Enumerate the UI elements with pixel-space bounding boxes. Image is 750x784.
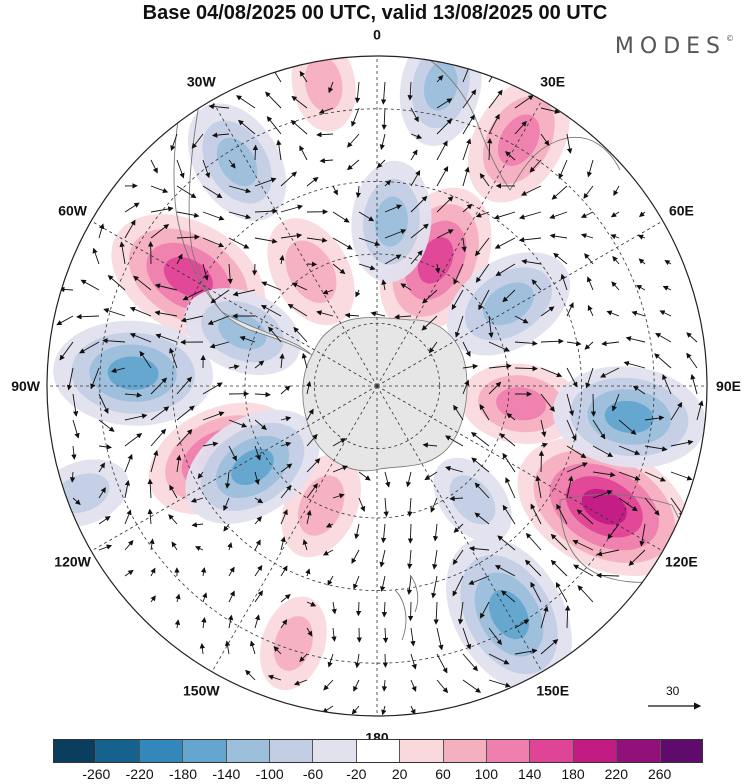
longitude-label: 90E	[716, 378, 741, 394]
colorbar-tick-label: -60	[303, 766, 323, 782]
colorbar-tick-label: 140	[518, 766, 541, 782]
colorbar-tick-label: -220	[126, 766, 154, 782]
longitude-label: 60E	[669, 202, 694, 218]
longitude-label: 30E	[540, 74, 565, 90]
longitude-label: 150E	[536, 682, 569, 698]
longitude-label: 120E	[665, 554, 698, 570]
wind-vector	[385, 654, 386, 667]
longitude-label: 90W	[11, 378, 41, 394]
wind-vector	[411, 602, 412, 620]
colorbar-ticks: -260 -220 -180 -140 -100 -60 -20 20 60 100 140 180 2…	[53, 766, 703, 784]
wind-vector	[541, 451, 542, 472]
colorbar-tick-label: -140	[212, 766, 240, 782]
longitude-label: 120W	[54, 554, 91, 570]
colorbar-tick-label: -100	[256, 766, 284, 782]
colorbar-tick-label: 100	[475, 766, 498, 782]
longitude-label: 30W	[187, 74, 217, 90]
longitude-label: 60W	[58, 202, 88, 218]
longitude-label: 150W	[183, 682, 220, 698]
colorbar-tick-label: -20	[346, 766, 366, 782]
colorbar-tick-label: -260	[82, 766, 110, 782]
colorbar-frame	[53, 739, 703, 763]
colorbar-tick-label: 60	[435, 766, 451, 782]
colorbar-tick-label: 260	[648, 766, 671, 782]
wind-vector	[254, 264, 255, 275]
colorbar-tick-label: 180	[561, 766, 584, 782]
reference-vector-label: 30	[666, 684, 679, 698]
wind-vector	[593, 394, 594, 416]
wind-vector	[358, 602, 359, 615]
colorbar-tick-label: -180	[169, 766, 197, 782]
wind-vector	[255, 146, 256, 161]
colorbar-tick-label: 220	[605, 766, 628, 782]
map-disk	[26, 18, 714, 716]
longitude-label: 0	[373, 27, 381, 43]
colorbar-tick-label: 20	[392, 766, 408, 782]
